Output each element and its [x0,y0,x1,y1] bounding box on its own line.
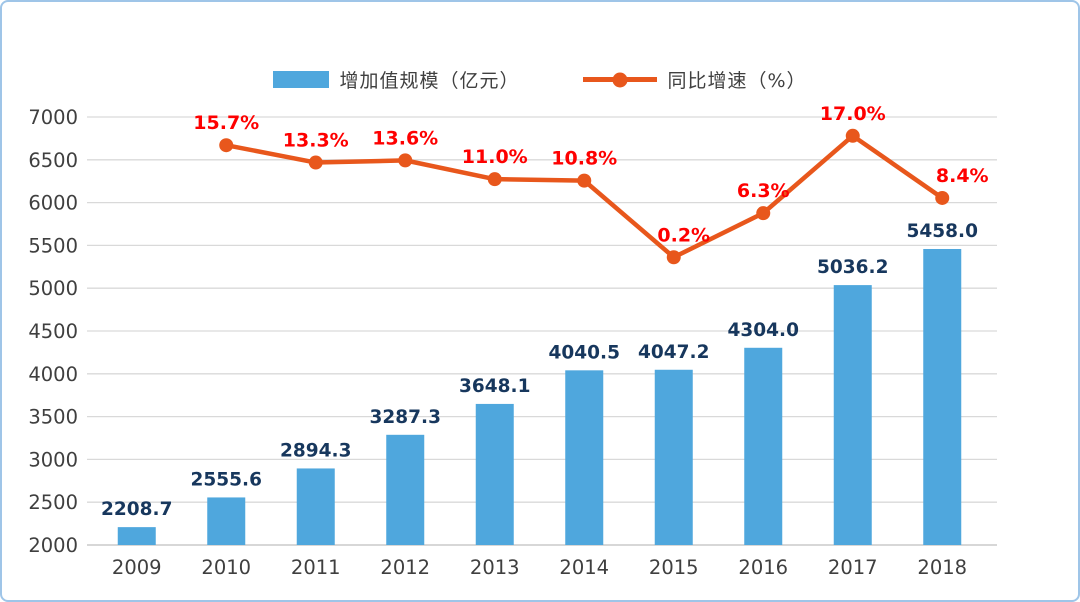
legend-item-bar-series: 增加值规模（亿元） [273,66,519,93]
bar-value-label: 5458.0 [907,221,978,242]
y-axis-tick-label: 2500 [28,491,78,514]
growth-value-label: 15.7% [193,112,259,134]
line-marker [308,155,323,170]
growth-value-label: 13.3% [283,130,349,152]
bar-series-label: 增加值规模（亿元） [339,70,520,92]
line-marker [935,190,950,205]
bar-value-label: 3648.1 [459,376,530,397]
bar [296,468,335,545]
line-series-marker-swatch [612,72,628,87]
x-axis-tick-label: 2017 [828,556,878,579]
line-marker [487,172,502,187]
bar-value-label: 4040.5 [549,342,620,363]
y-axis-tick-label: 4500 [28,320,78,343]
bar [117,527,156,545]
x-axis-tick-label: 2018 [917,556,967,579]
bar [654,369,693,545]
x-axis-tick-label: 2010 [201,556,251,579]
line-series-label: 同比增速（%） [667,70,807,92]
bar-value-label: 4304.0 [728,320,799,341]
bar-series-swatch [273,71,330,88]
x-axis-tick-label: 2016 [738,556,788,579]
line-marker [845,128,860,143]
bar-value-label: 4047.2 [638,342,709,363]
y-axis-tick-label: 5500 [28,234,78,257]
bar [565,370,604,545]
growth-value-label: 11.0% [462,146,528,168]
bar-value-label: 2894.3 [280,440,351,461]
growth-value-label: 17.0% [820,103,886,125]
growth-value-label: 6.3% [737,180,790,202]
bar-value-label: 2555.6 [191,469,262,490]
y-axis-tick-label: 3000 [28,448,78,471]
bar [475,403,514,545]
line-marker [666,250,681,265]
bar [923,248,962,546]
y-axis-tick-label: 6000 [28,192,78,215]
line-marker [398,153,413,168]
growth-value-label: 0.2% [657,224,710,246]
y-axis-tick-label: 4000 [28,363,78,386]
line-marker [577,173,592,188]
line-marker [219,138,234,153]
y-axis-tick-label: 2000 [28,534,78,557]
x-axis-tick-label: 2011 [291,556,341,579]
x-axis-tick-label: 2014 [559,556,609,579]
chart-legend: 增加值规模（亿元） 同比增速（%） [2,66,1078,93]
bar [207,497,246,545]
growth-value-label: 13.6% [372,127,438,149]
bar [386,434,425,545]
y-axis-tick-label: 5000 [28,277,78,300]
bar-value-label: 3287.3 [370,407,441,428]
y-axis-tick-label: 3500 [28,406,78,429]
line-marker [756,206,771,221]
x-axis-tick-label: 2012 [380,556,430,579]
x-axis-tick-label: 2009 [112,556,162,579]
x-axis-tick-label: 2013 [470,556,520,579]
bar [833,285,872,545]
x-axis-tick-label: 2015 [649,556,699,579]
bar-value-label: 5036.2 [817,257,888,278]
legend-item-line-series: 同比增速（%） [583,66,806,93]
growth-value-label: 8.4% [936,165,989,187]
y-axis-tick-label: 6500 [28,149,78,172]
line-series-swatch [583,72,658,87]
y-axis-tick-label: 7000 [28,106,78,129]
bar [744,347,783,545]
growth-value-label: 10.8% [551,148,617,170]
bar-value-label: 2208.7 [101,499,172,520]
